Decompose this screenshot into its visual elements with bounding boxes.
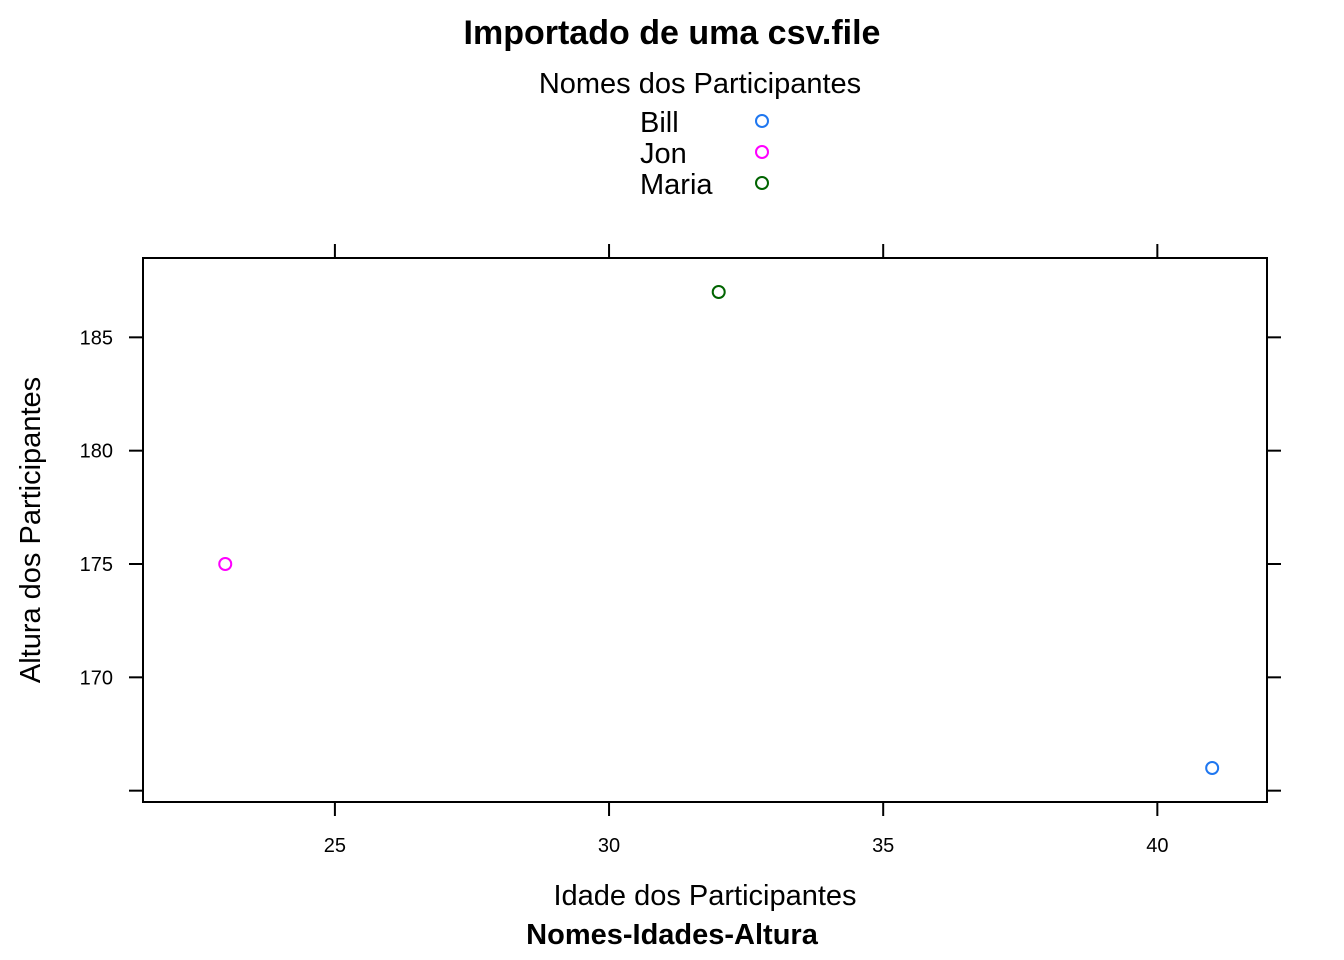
x-axis-sublabel: Nomes-Idades-Altura (526, 919, 819, 951)
chart-title: Importado de uma csv.file (464, 14, 881, 52)
x-axis: 25 30 35 40 (324, 244, 1168, 857)
x-tick-label: 25 (324, 835, 346, 857)
x-tick-label: 30 (598, 835, 620, 857)
y-axis-label: Altura dos Participantes (15, 377, 47, 683)
y-tick-label: 170 (80, 667, 113, 689)
legend-marker-maria (755, 176, 769, 190)
point-jon (218, 557, 233, 571)
point-maria (711, 285, 726, 299)
legend-label-bill: Bill (640, 107, 679, 139)
legend-label-maria: Maria (640, 169, 713, 201)
point-bill (1205, 761, 1220, 775)
x-axis-label: Idade dos Participantes (553, 880, 856, 912)
legend-marker-jon (755, 145, 769, 159)
y-axis: 170 175 180 185 (80, 327, 1281, 792)
x-tick-label: 40 (1146, 835, 1168, 857)
plot-frame (142, 257, 1268, 803)
data-points (218, 285, 1220, 775)
y-tick-label: 185 (80, 327, 113, 349)
y-tick-label: 175 (80, 554, 113, 576)
x-tick-label: 35 (872, 835, 894, 857)
legend-label-jon: Jon (640, 138, 687, 170)
y-tick-label: 180 (80, 441, 113, 463)
legend-title: Nomes dos Participantes (539, 68, 861, 100)
legend-marker-bill (755, 114, 769, 128)
